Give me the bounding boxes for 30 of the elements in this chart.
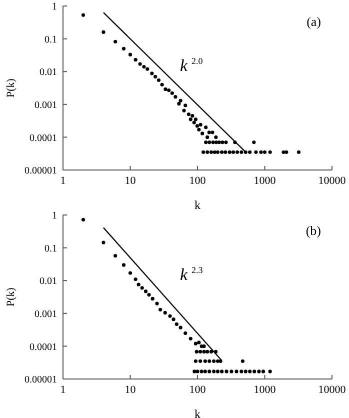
x-axis-title: k [194,198,200,212]
y-tick-label: 1 [52,2,57,13]
x-tick-label: 100 [189,384,206,396]
y-tick-label: 0.1 [44,243,57,254]
y-tick-label: 1 [52,210,57,222]
x-tick-label: 1000 [254,174,276,187]
x-tick-label: 1000 [254,384,276,396]
y-axis-title: P(k) [4,78,17,98]
y-tick-label: 0.001 [34,100,57,111]
text: (b) [306,223,321,239]
y-tick-label: 0.0001 [30,132,57,144]
text: (a) [306,14,321,30]
x-tick-label: 100 [189,174,206,187]
annotation: k$^{2.0}$ [180,56,203,76]
x-tick-label: 10000 [318,384,346,396]
y-axis-title: P(k) [4,287,17,306]
y-tick-label: 0.01 [40,276,57,288]
annotation: k$^{2.3}$ [180,265,203,285]
x-tick-label: 10 [124,384,136,396]
y-tick-label: 0.00001 [24,374,57,386]
x-tick-label: 10000 [318,174,346,187]
x-tick-label: 10 [124,174,136,187]
y-tick-label: 0.0001 [30,342,57,353]
x-tick-label: 1 [60,384,66,396]
y-tick-label: 0.001 [34,308,57,320]
y-tick-label: 0.1 [44,34,57,46]
y-tick-label: 0.00001 [24,166,57,177]
x-axis-title: k [194,407,200,418]
x-tick-label: 1 [60,174,66,187]
y-tick-label: 0.01 [40,67,57,78]
